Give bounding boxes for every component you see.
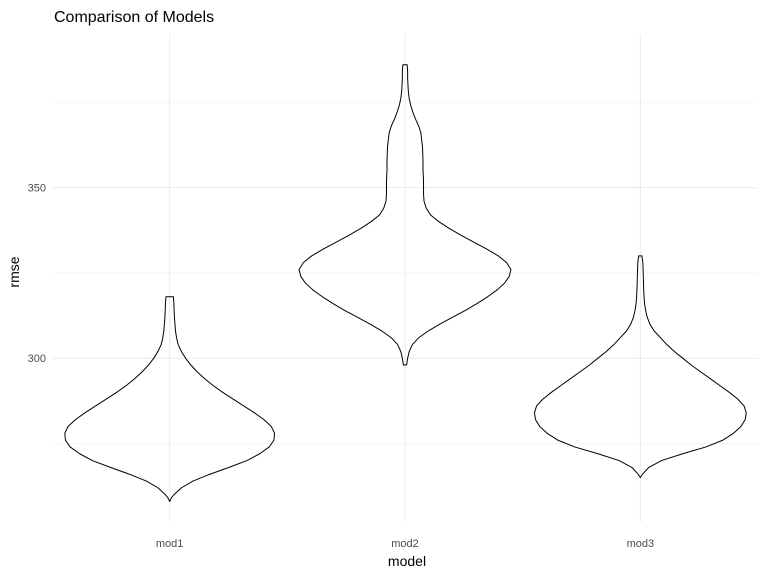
grid bbox=[52, 34, 758, 522]
y-axis-title: rmse bbox=[6, 256, 22, 287]
y-axis-ticks: 300 350 bbox=[28, 183, 46, 366]
x-tick-label-mod3: mod3 bbox=[627, 538, 655, 550]
violins bbox=[64, 64, 747, 503]
x-tick-label-mod1: mod1 bbox=[156, 538, 184, 550]
violin-mod3 bbox=[533, 255, 747, 479]
x-axis-ticks: mod1 mod2 mod3 bbox=[156, 538, 654, 550]
y-tick-label: 300 bbox=[28, 353, 46, 365]
x-tick-label-mod2: mod2 bbox=[391, 538, 419, 550]
violin-mod1 bbox=[64, 296, 276, 503]
y-tick-label: 350 bbox=[28, 183, 46, 195]
chart-title: Comparison of Models bbox=[54, 9, 214, 26]
x-axis-title: model bbox=[388, 553, 426, 569]
violin-mod2 bbox=[298, 64, 512, 366]
